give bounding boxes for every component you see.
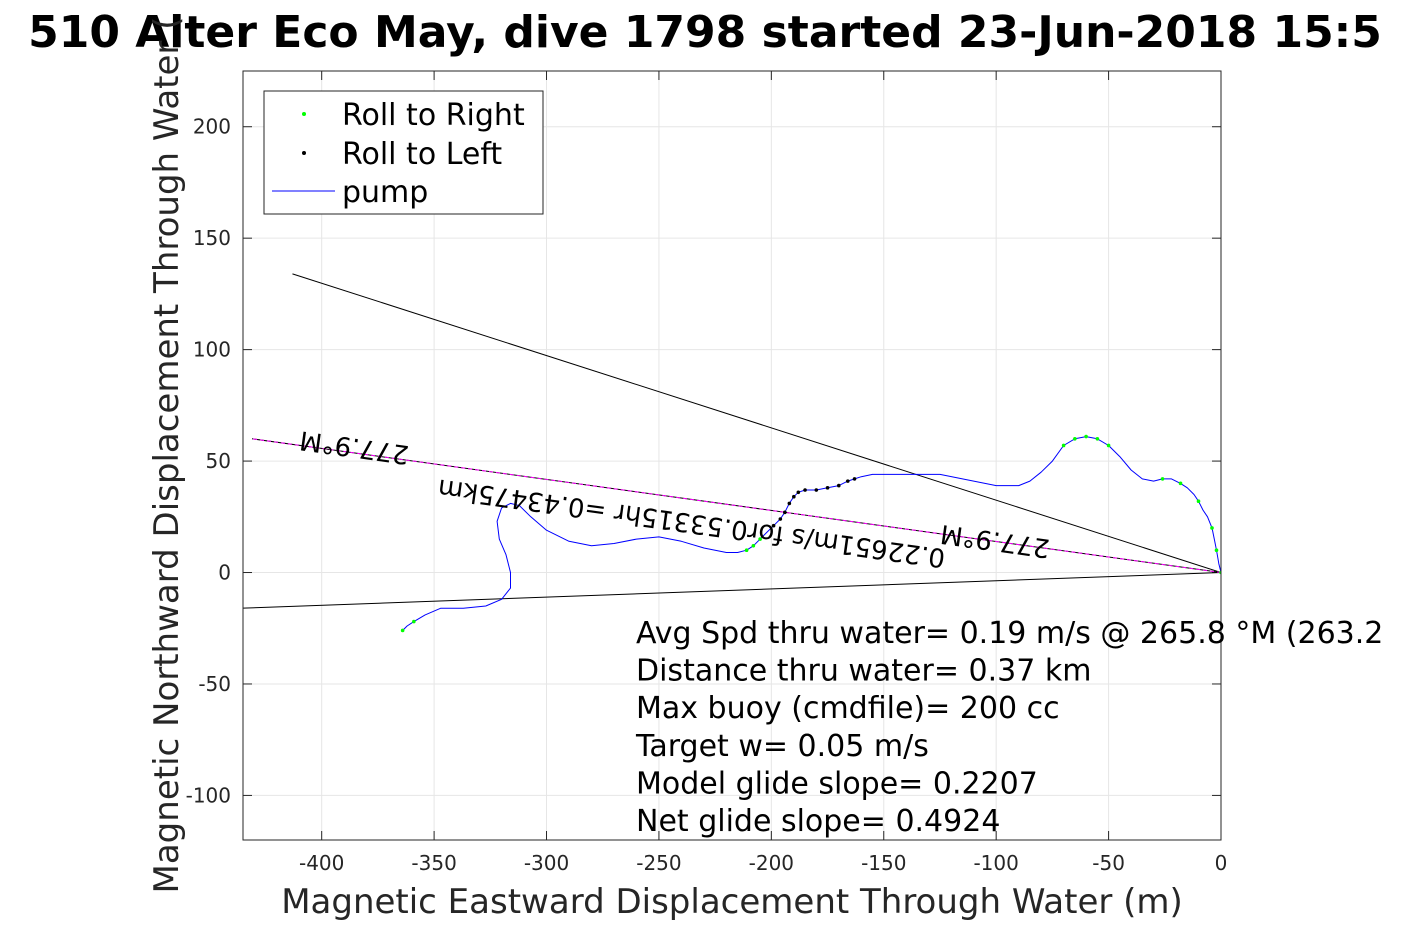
chart-title: 510 Alter Eco May, dive 1798 started 23-… bbox=[28, 7, 1382, 58]
stat-line: Net glide slope= 0.4924 bbox=[636, 804, 1000, 839]
roll-right-point bbox=[1095, 436, 1100, 441]
roll-right-point bbox=[744, 548, 749, 553]
y-tick-label: 100 bbox=[193, 338, 231, 362]
data-layer bbox=[243, 273, 1221, 633]
roll-left-point bbox=[852, 477, 857, 481]
roll-right-point bbox=[751, 543, 756, 548]
roll-right-point bbox=[1214, 548, 1219, 553]
stat-line: Target w= 0.05 m/s bbox=[635, 729, 929, 764]
roll-left-point bbox=[796, 490, 801, 495]
stat-line: Distance thru water= 0.37 km bbox=[636, 654, 1091, 689]
legend-roll-right-label: Roll to Right bbox=[342, 98, 525, 133]
legend-pump-label: pump bbox=[342, 175, 428, 210]
x-tick-label: -300 bbox=[524, 851, 569, 875]
roll-left-point bbox=[787, 501, 792, 506]
x-tick-label: -150 bbox=[861, 851, 906, 875]
roll-left-point bbox=[792, 494, 796, 499]
roll-right-point bbox=[1178, 481, 1183, 486]
x-tick-label: -100 bbox=[973, 851, 1018, 875]
roll-left-point bbox=[783, 510, 787, 515]
y-axis-label: Magnetic Northward Displacement Through … bbox=[147, 17, 187, 894]
x-tick-label: -200 bbox=[749, 851, 794, 875]
roll-right-point bbox=[1160, 477, 1165, 481]
lower-bound-line bbox=[243, 572, 1221, 609]
roll-right-point bbox=[400, 628, 405, 633]
roll-left-point bbox=[778, 517, 783, 521]
roll-right-point bbox=[412, 619, 416, 624]
roll-right-point bbox=[1106, 443, 1111, 448]
upper-bound-line bbox=[292, 273, 1221, 573]
x-tick-label: 0 bbox=[1215, 851, 1228, 875]
x-tick-label: -400 bbox=[299, 851, 344, 875]
y-tick-label: 200 bbox=[193, 115, 231, 139]
stats-box: Avg Spd thru water= 0.19 m/s @ 265.8 °M … bbox=[635, 616, 1383, 839]
y-tick-label: 0 bbox=[218, 561, 231, 585]
stat-line: Model glide slope= 0.2207 bbox=[636, 766, 1038, 801]
roll-right-point bbox=[1210, 526, 1214, 530]
x-tick-label: -250 bbox=[636, 851, 681, 875]
axes-box bbox=[242, 70, 1222, 841]
x-tick-label: -350 bbox=[411, 851, 456, 875]
roll-right-point bbox=[1061, 443, 1066, 448]
roll-right-point bbox=[1073, 436, 1077, 441]
roll-left-point bbox=[803, 488, 807, 492]
roll-right-point bbox=[1196, 499, 1201, 503]
stat-line: Avg Spd thru water= 0.19 m/s @ 265.8 °M … bbox=[636, 616, 1383, 651]
roll-left-point bbox=[771, 523, 776, 528]
y-tick-label: -50 bbox=[198, 672, 231, 696]
course-line bbox=[251, 438, 1221, 574]
roll-right-point bbox=[1084, 434, 1088, 439]
y-tick-label: 150 bbox=[193, 226, 231, 250]
roll-left-point bbox=[825, 486, 830, 490]
x-axis-label: Magnetic Eastward Displacement Through W… bbox=[281, 882, 1183, 922]
legend-roll-right-marker bbox=[302, 112, 306, 116]
grid bbox=[243, 71, 1222, 840]
legend-box bbox=[263, 90, 544, 215]
ticks: -400 -350 -300 -250 -200 -150 -100 -50 0 -100 -50 0… bbox=[186, 71, 1228, 875]
stat-line: Max buoy (cmdfile)= 200 cc bbox=[636, 691, 1060, 726]
legend-roll-left-label: Roll to Left bbox=[342, 137, 502, 172]
legend-roll-left-marker bbox=[302, 151, 306, 155]
x-tick-label: -50 bbox=[1092, 851, 1125, 875]
y-tick-label: 50 bbox=[206, 449, 231, 473]
roll-left-point bbox=[845, 479, 850, 483]
roll-right-point bbox=[758, 537, 762, 541]
legend: Roll to Right Roll to Left pump bbox=[263, 90, 544, 215]
y-tick-label: -100 bbox=[186, 783, 231, 807]
roll-left-point bbox=[814, 488, 819, 492]
roll-left-point bbox=[836, 483, 841, 488]
